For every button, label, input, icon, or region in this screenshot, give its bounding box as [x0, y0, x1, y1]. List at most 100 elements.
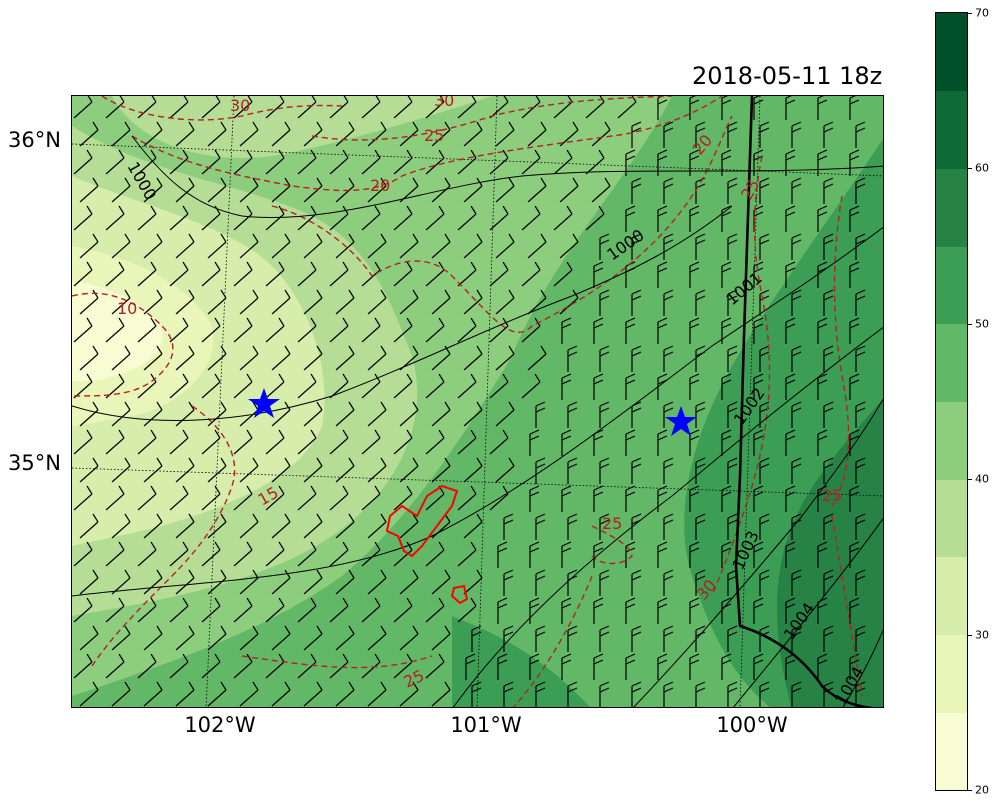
wind-barb	[361, 149, 381, 175]
wind-barb	[457, 373, 477, 399]
wind-barb	[169, 373, 189, 399]
colorbar-tick	[968, 323, 972, 325]
wind-barb	[785, 597, 796, 624]
wind-barb	[265, 653, 285, 679]
wind-barb	[489, 373, 509, 399]
wind-barb	[303, 625, 323, 651]
wind-barb	[335, 233, 355, 259]
wind-barb	[489, 149, 509, 175]
wind-barb	[663, 513, 674, 540]
wind-barb	[233, 429, 253, 455]
wind-barb	[553, 96, 573, 119]
lat-label-35n: 35°N	[8, 451, 61, 475]
wind-barb	[727, 121, 738, 148]
wind-barb	[849, 485, 860, 512]
colorbar-segment	[936, 479, 967, 558]
wind-barb	[823, 569, 834, 596]
wind-barb	[753, 317, 764, 344]
wind-barb	[785, 541, 796, 568]
wind-barb	[265, 373, 285, 399]
wind-barb	[497, 541, 508, 568]
wind-barb	[361, 485, 381, 511]
dewpoint-contour-25-top	[311, 96, 673, 141]
wind-barb	[585, 205, 605, 231]
wind-barb	[335, 289, 355, 315]
wind-barb	[271, 177, 291, 203]
wind-barb	[399, 625, 419, 651]
wind-barb	[169, 485, 189, 511]
wind-barb	[105, 149, 125, 175]
wind-barb	[361, 317, 381, 343]
wind-barb	[303, 457, 323, 483]
wind-barb	[535, 625, 546, 652]
wind-barb	[689, 317, 700, 344]
wind-barb	[663, 177, 674, 204]
wind-barb	[849, 373, 860, 400]
wind-barb	[503, 681, 514, 707]
wind-barb	[393, 541, 413, 567]
wind-barb	[727, 457, 738, 484]
wind-barb	[457, 149, 477, 175]
wind-barb	[759, 289, 770, 316]
wind-barb	[457, 205, 477, 231]
wind-barb	[73, 317, 93, 343]
wind-barb	[489, 429, 509, 455]
wind-barb	[689, 261, 700, 288]
wind-barb	[727, 345, 738, 372]
wind-barb	[367, 289, 387, 315]
wind-barb	[175, 289, 195, 315]
wind-barb	[849, 653, 860, 680]
isobar-1001	[72, 226, 883, 597]
wind-barb	[495, 345, 515, 371]
wind-barb	[457, 261, 477, 287]
wind-barb	[721, 541, 732, 568]
wind-barb	[111, 121, 131, 147]
wind-barb	[399, 513, 419, 539]
wind-barb	[207, 289, 227, 315]
wind-barb	[169, 597, 189, 623]
wind-barb	[329, 485, 349, 511]
wind-barb	[529, 429, 540, 456]
wind-barb	[239, 289, 259, 315]
colorbar-tick-label: 70	[975, 6, 989, 20]
wind-barb	[431, 457, 451, 483]
wind-barb	[753, 261, 764, 288]
wind-barb	[625, 373, 636, 400]
wind-barb	[791, 681, 802, 707]
wind-barb	[431, 625, 451, 651]
wind-barb	[599, 401, 610, 428]
wind-barb	[329, 541, 349, 567]
wind-barb	[567, 401, 578, 428]
wind-barb	[791, 345, 802, 372]
wind-barb	[791, 121, 802, 148]
wind-barb	[753, 541, 764, 568]
wind-barb	[79, 569, 99, 595]
wind-barb	[265, 541, 285, 567]
wind-barb	[105, 597, 125, 623]
wind-barb	[855, 569, 866, 596]
wind-barb	[495, 121, 515, 147]
dewpoint-contour-25-east	[831, 195, 850, 507]
wind-barb	[271, 625, 291, 651]
dewpoint-contour-30-top	[101, 96, 343, 121]
wind-barb	[689, 149, 700, 176]
wind-barb	[239, 457, 259, 483]
colorbar-tick	[968, 479, 972, 481]
wind-barb	[431, 233, 451, 259]
wind-barb	[201, 597, 221, 623]
wind-barb	[175, 569, 195, 595]
wind-barb	[111, 401, 131, 427]
wind-barb	[785, 485, 796, 512]
map-canvas: 1000 1000 1001 1002 1003 1004 1004 30 30…	[72, 96, 883, 707]
wind-barb	[753, 597, 764, 624]
wind-barb	[399, 233, 419, 259]
wind-barb	[303, 569, 323, 595]
wind-barb	[689, 96, 700, 120]
wind-barb	[329, 653, 349, 679]
wind-barb	[175, 401, 195, 427]
wind-barb	[265, 429, 285, 455]
wind-barb	[73, 149, 93, 175]
wind-barb	[631, 121, 642, 148]
colorbar-tick-label: 60	[975, 161, 989, 175]
location-star-east	[665, 406, 697, 436]
